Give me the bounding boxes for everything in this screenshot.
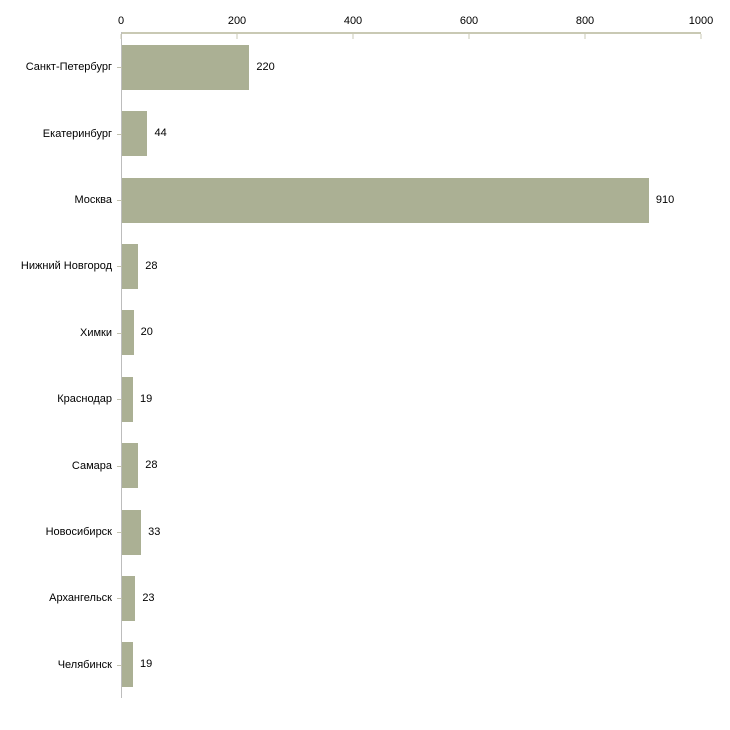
- bar: [122, 44, 250, 90]
- chart-row: Нижний Новгород 28: [21, 233, 701, 299]
- value-label: 28: [145, 259, 158, 272]
- x-axis-tick-label: 200: [227, 15, 247, 27]
- chart-row: Новосибирск 33: [46, 499, 701, 565]
- x-axis-tick-mark: [236, 34, 238, 39]
- y-axis-tick-mark: [117, 67, 122, 69]
- bar: [122, 111, 148, 157]
- x-axis-tick-label: 800: [575, 15, 595, 27]
- bar: [122, 376, 133, 422]
- value-label: 20: [140, 326, 153, 339]
- value-label: 19: [140, 658, 153, 671]
- bar: [122, 509, 142, 555]
- category-label: Архангельск: [49, 592, 112, 605]
- value-label: 33: [148, 525, 161, 538]
- value-label: 28: [145, 459, 158, 472]
- bar: [122, 575, 136, 621]
- category-label: Краснодар: [57, 393, 112, 406]
- y-axis-tick-mark: [117, 598, 122, 600]
- y-axis-line: [121, 32, 122, 698]
- chart-row: Челябинск 19: [58, 632, 701, 698]
- value-label: 220: [256, 60, 275, 73]
- chart-row: Москва 910: [74, 167, 701, 233]
- category-label: Екатеринбург: [42, 127, 112, 140]
- x-axis-tick-mark: [700, 34, 702, 39]
- y-axis-tick-mark: [117, 332, 122, 334]
- bar-rows: Санкт-Петербург 220 Екатеринбург 44 Москва 91…: [21, 34, 701, 698]
- category-label: Химки: [79, 326, 112, 339]
- x-axis-tick-label: 600: [459, 15, 479, 27]
- y-axis-tick-mark: [117, 399, 122, 401]
- chart-row: Краснодар 19: [57, 366, 701, 432]
- value-label: 19: [140, 392, 153, 405]
- chart-row: Самара 28: [72, 432, 701, 498]
- chart-row: Екатеринбург 44: [43, 100, 701, 166]
- category-label: Челябинск: [57, 658, 112, 671]
- x-axis-tick-mark: [468, 34, 470, 39]
- x-axis-tick-mark: [120, 34, 122, 39]
- y-axis-tick-mark: [117, 133, 122, 135]
- y-axis-tick-mark: [117, 664, 122, 666]
- value-label: 910: [655, 193, 675, 206]
- chart-row: Санкт-Петербург 220: [26, 34, 701, 100]
- category-label: Нижний Новгород: [20, 260, 112, 273]
- chart-row: Архангельск 23: [49, 565, 701, 631]
- category-label: Москва: [74, 194, 112, 207]
- bar: [122, 310, 134, 356]
- category-label: Новосибирск: [45, 526, 112, 539]
- value-label: 44: [154, 127, 167, 140]
- y-axis-tick-mark: [117, 200, 122, 202]
- x-axis-tick-label: 400: [343, 15, 363, 27]
- bar: [122, 642, 133, 688]
- y-axis-tick-mark: [117, 532, 122, 534]
- category-label: Самара: [71, 459, 112, 472]
- y-axis-tick-mark: [117, 465, 122, 467]
- x-axis-tick-label: 0: [117, 15, 125, 27]
- category-label: Санкт-Петербург: [25, 61, 112, 74]
- x-axis-line: [121, 32, 701, 34]
- x-axis-tick-mark: [352, 34, 354, 39]
- y-axis-tick-mark: [117, 266, 122, 268]
- bar: [122, 177, 649, 223]
- bar: [122, 443, 139, 489]
- plot-area: 0 200 400 600 800 1000 Санкт-Петербург 220 Екат…: [21, 16, 713, 698]
- value-label: 23: [142, 591, 155, 604]
- x-axis-tick-label: 1000: [688, 15, 714, 27]
- chart-row: Химки 20: [80, 300, 701, 366]
- bar: [122, 243, 139, 289]
- x-axis-tick-mark: [584, 34, 586, 39]
